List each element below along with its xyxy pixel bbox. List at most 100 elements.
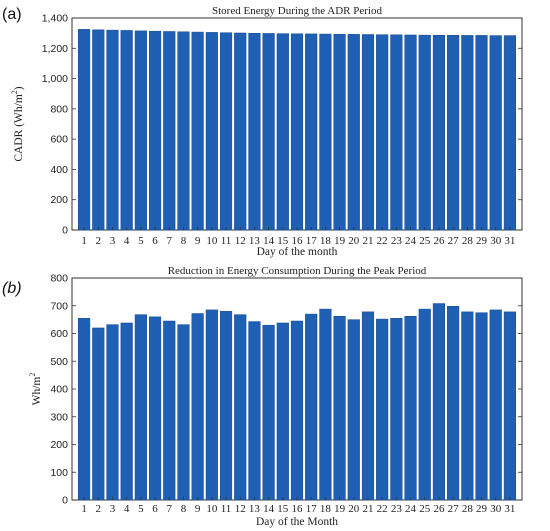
chart-a-xtick-label: 23 <box>391 235 403 247</box>
chart-b-bar-day-9 <box>191 313 204 501</box>
chart-b-bar-day-12 <box>234 314 247 501</box>
chart-b-bar-day-21 <box>361 311 375 501</box>
chart-b-ytick-label: 800 <box>50 273 68 285</box>
chart-b-bar-day-25 <box>418 308 431 501</box>
chart-b-xtick-label: 5 <box>138 503 144 515</box>
chart-a-ytick-label: 0 <box>62 225 68 237</box>
chart-b-xtick-label: 2 <box>96 503 102 515</box>
chart-a-xtick-label: 21 <box>362 235 373 247</box>
chart-b-bar-day-14 <box>262 324 275 501</box>
chart-a-xtick-label: 11 <box>221 235 232 247</box>
chart-b-bar-day-7 <box>163 320 176 501</box>
chart-b-xtick-label: 11 <box>221 503 232 515</box>
chart-a-xtick-label: 15 <box>277 235 289 247</box>
panel-a-label: (a) <box>2 6 22 23</box>
chart-b-xtick-label: 7 <box>167 503 173 515</box>
chart-a-bar-day-11 <box>219 32 233 231</box>
chart-a-xtick-label: 26 <box>433 235 445 247</box>
chart-b-xtick-label: 26 <box>433 503 445 515</box>
chart-b-bar-day-23 <box>390 317 403 501</box>
chart-a: (a) Stored Energy During the ADR Period … <box>2 5 523 258</box>
chart-b-title: Reduction in Energy Consumption During t… <box>168 265 427 277</box>
chart-b-ytick-label: 100 <box>50 467 68 479</box>
chart-b-bar-day-30 <box>489 309 502 501</box>
chart-a-xtick-label: 2 <box>96 235 102 247</box>
chart-b-xtick-label: 20 <box>348 503 360 515</box>
chart-a-bar-day-2 <box>92 29 105 231</box>
chart-b-bar-day-3 <box>106 324 119 501</box>
chart-a-bar-day-20 <box>347 34 360 231</box>
chart-a-xtick-label: 3 <box>110 235 116 247</box>
chart-a-xtick-label: 30 <box>490 235 502 247</box>
chart-a-xtick-label: 10 <box>206 235 218 247</box>
chart-b-bar-day-19 <box>333 316 346 501</box>
chart-b-xtick-label: 15 <box>277 503 289 515</box>
chart-b-xtick-label: 8 <box>181 503 187 515</box>
chart-a-bar-day-21 <box>361 34 375 231</box>
chart-b-ylabel-main: Wh/m <box>31 377 43 406</box>
chart-b: (b) Reduction in Energy Consumption Duri… <box>2 265 523 528</box>
chart-a-bar-day-4 <box>120 30 133 231</box>
chart-b-bar-day-31 <box>503 311 516 501</box>
chart-b-bar-day-28 <box>461 311 474 501</box>
chart-a-ytick-label: 800 <box>50 103 68 115</box>
chart-a-bar-day-3 <box>106 29 119 231</box>
chart-b-ytick-label: 0 <box>62 495 68 507</box>
chart-a-bar-day-22 <box>376 34 389 231</box>
chart-a-bar-day-23 <box>390 34 403 231</box>
chart-b-xtick-label: 13 <box>249 503 261 515</box>
chart-a-xtick-label: 4 <box>124 235 130 247</box>
chart-a-bar-day-19 <box>333 33 346 231</box>
chart-b-bar-day-1 <box>78 317 91 501</box>
chart-b-bar-day-8 <box>177 324 190 501</box>
chart-a-xtick-label: 14 <box>263 235 275 247</box>
chart-a-x-axis: 1 2 3 4 5 6 7 8 9 10 11 12 13 14 15 16 17 18 19 20 21 22 23 24 2… <box>81 227 515 247</box>
chart-b-bar-day-2 <box>92 327 105 501</box>
chart-b-xtick-label: 3 <box>110 503 116 515</box>
chart-b-xtick-label: 14 <box>263 503 275 515</box>
chart-a-xtick-label: 29 <box>476 235 488 247</box>
chart-a-bar-day-8 <box>177 31 190 231</box>
chart-b-ytick-label: 300 <box>50 411 68 423</box>
chart-b-bar-day-18 <box>319 308 332 501</box>
chart-a-bar-day-29 <box>475 35 488 231</box>
chart-b-bar-day-17 <box>305 313 318 501</box>
chart-b-bar-day-29 <box>475 312 488 501</box>
chart-b-bar-day-6 <box>149 316 162 501</box>
chart-a-ylabel-close: ) <box>13 86 25 90</box>
chart-b-xtick-label: 10 <box>206 503 218 515</box>
chart-b-bar-day-22 <box>376 318 389 501</box>
chart-a-bar-day-17 <box>305 33 318 231</box>
chart-a-bar-day-14 <box>262 33 275 231</box>
chart-b-xtick-label: 9 <box>195 503 201 515</box>
chart-a-xtick-label: 31 <box>504 235 515 247</box>
chart-a-ytick-label: 200 <box>50 194 68 206</box>
chart-b-xtick-label: 28 <box>462 503 474 515</box>
chart-a-bar-day-13 <box>248 33 261 231</box>
chart-b-ylabel-sup: 2 <box>28 373 37 377</box>
chart-a-xtick-label: 8 <box>181 235 187 247</box>
chart-b-xtick-label: 1 <box>81 503 87 515</box>
chart-b-xtick-label: 17 <box>306 503 318 515</box>
chart-b-bar-day-26 <box>432 303 446 501</box>
chart-a-ytick-label: 400 <box>50 164 68 176</box>
chart-a-ylabel-sup: 2 <box>10 90 19 94</box>
chart-b-xtick-label: 27 <box>448 503 460 515</box>
chart-a-bar-day-16 <box>290 33 304 231</box>
chart-b-bar-day-5 <box>134 314 147 501</box>
chart-b-xtick-label: 31 <box>504 503 515 515</box>
chart-a-xtick-label: 9 <box>195 235 201 247</box>
chart-a-bar-day-30 <box>489 35 502 231</box>
chart-b-bar-day-15 <box>276 322 289 501</box>
chart-a-xtick-label: 18 <box>320 235 332 247</box>
chart-a-xtick-label: 22 <box>377 235 388 247</box>
chart-a-bars <box>78 29 516 231</box>
chart-b-xtick-label: 4 <box>124 503 130 515</box>
chart-a-y-axis: 0 200 400 600 800 1,000 1,200 1,400 <box>42 13 522 237</box>
chart-a-bar-day-31 <box>503 35 516 231</box>
chart-b-xtick-label: 19 <box>334 503 346 515</box>
chart-a-bar-day-10 <box>205 32 218 231</box>
chart-a-xtick-label: 16 <box>292 235 304 247</box>
chart-b-bar-day-10 <box>205 309 218 501</box>
